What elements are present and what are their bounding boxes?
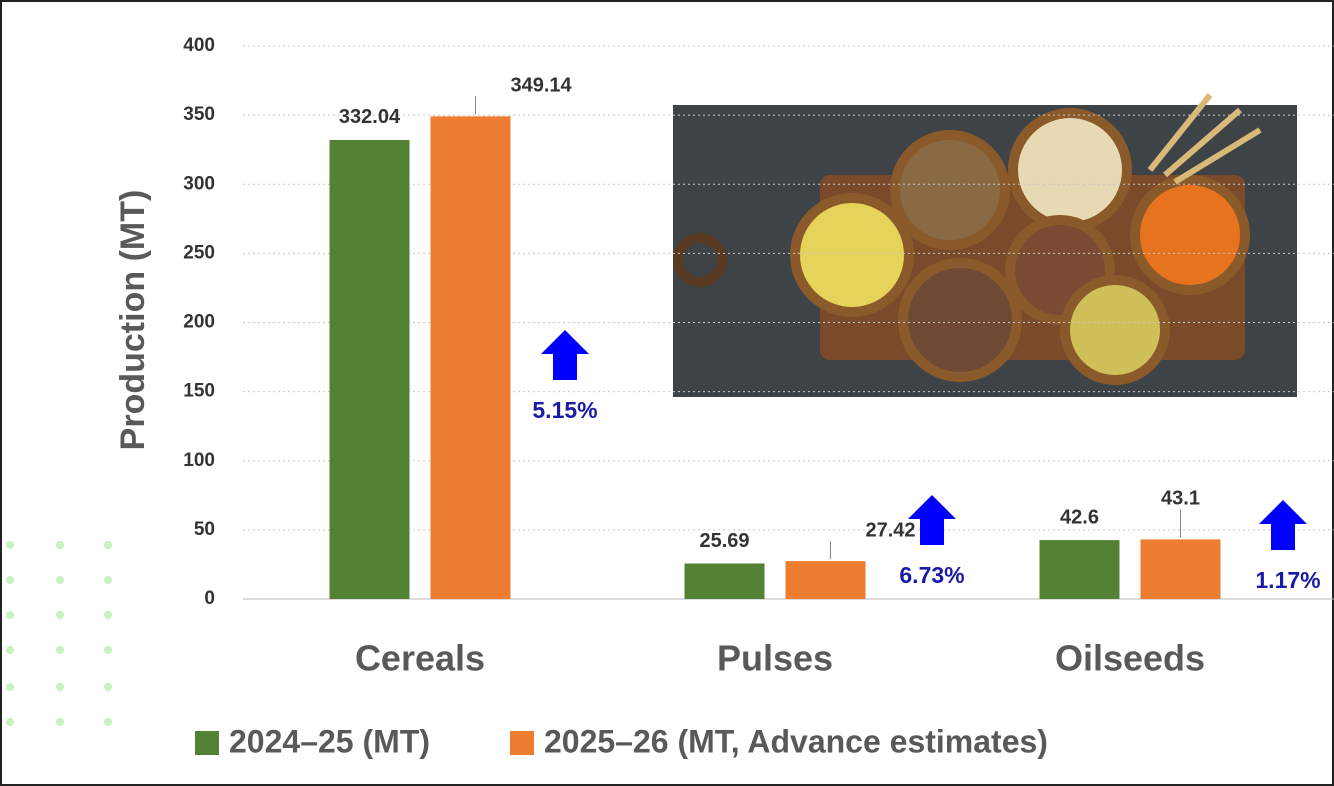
y-tick-label: 200 [183, 312, 215, 333]
x-tick-label: Pulses [717, 638, 833, 679]
bar [1040, 540, 1120, 599]
y-axis-title: Production (MT) [114, 190, 152, 451]
y-tick-label: 350 [183, 104, 215, 125]
y-tick-label: 250 [183, 242, 215, 263]
x-tick-label: Oilseeds [1055, 638, 1205, 679]
growth-label: 5.15% [532, 397, 597, 423]
y-tick-label: 400 [183, 35, 215, 56]
y-tick-label: 0 [204, 588, 215, 609]
bar [786, 561, 866, 599]
chart: Production (MT) 0 50 100 150 200 250 300 350 400… [0, 0, 1334, 786]
y-tick-label: 100 [183, 450, 215, 471]
bar [330, 140, 410, 599]
bar [1141, 539, 1221, 599]
bar [431, 116, 511, 599]
legend-swatch [195, 731, 219, 755]
growth-label: 6.73% [899, 562, 964, 588]
bar [685, 563, 765, 599]
legend-label: 2025–26 (MT, Advance estimates) [544, 723, 1048, 759]
y-tick-label: 150 [183, 381, 215, 402]
data-label: 42.6 [1060, 506, 1099, 528]
data-label: 349.14 [511, 75, 573, 97]
data-label: 332.04 [339, 106, 401, 128]
legend-swatch [510, 731, 534, 755]
data-label: 25.69 [699, 530, 749, 552]
growth-label: 1.17% [1255, 567, 1320, 593]
y-tick-label: 50 [194, 519, 215, 540]
photo [673, 95, 1297, 397]
y-tick-label: 300 [183, 173, 215, 194]
data-label: 43.1 [1161, 488, 1200, 510]
data-label: 27.42 [866, 519, 916, 541]
legend-label: 2024–25 (MT) [229, 723, 430, 759]
x-tick-label: Cereals [355, 638, 485, 679]
